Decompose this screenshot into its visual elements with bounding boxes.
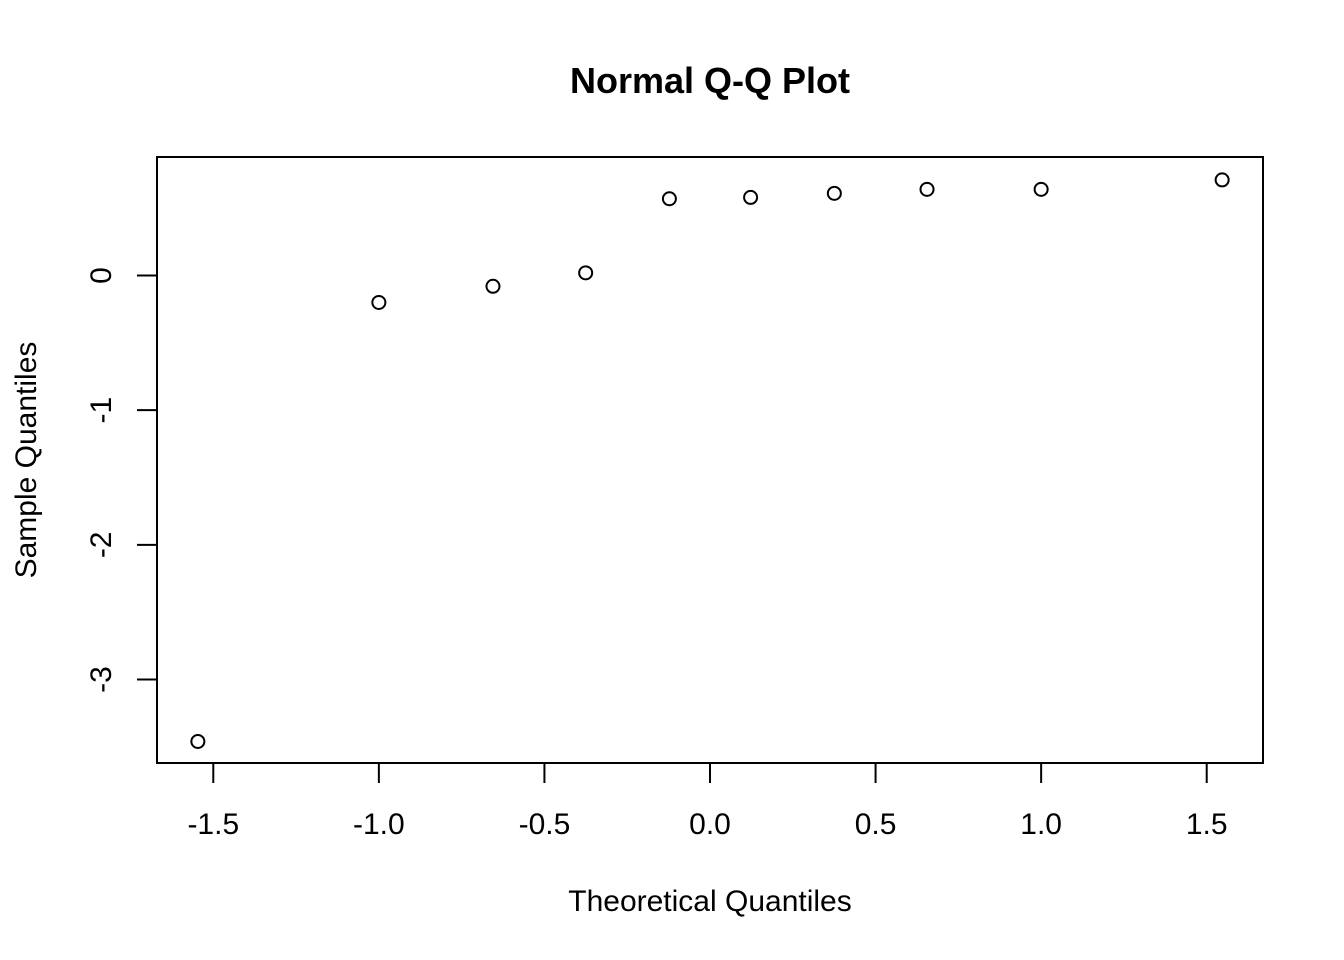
x-tick-label: 1.5: [1186, 808, 1228, 841]
chart-title: Normal Q-Q Plot: [570, 60, 850, 101]
x-axis-label: Theoretical Quantiles: [568, 885, 851, 918]
data-point: [919, 181, 935, 197]
data-point: [578, 265, 594, 281]
x-tick-label: -1.0: [353, 808, 405, 841]
y-tick-label: -2: [85, 531, 118, 558]
x-tick-label: -1.5: [187, 808, 239, 841]
y-tick-label: 0: [85, 267, 118, 284]
data-point: [371, 294, 387, 310]
y-axis-label: Sample Quantiles: [10, 342, 43, 579]
data-point: [485, 278, 501, 294]
y-axis: -3 -2 -1 0: [85, 267, 158, 693]
x-axis: -1.5 -1.0 -0.5 0.0 0.5 1.0 1.5: [187, 762, 1228, 841]
data-point: [743, 189, 759, 205]
data-point: [826, 185, 842, 201]
y-tick-label: -1: [85, 397, 118, 424]
y-tick-label: -3: [85, 666, 118, 693]
x-tick-label: -0.5: [519, 808, 571, 841]
plot-frame: [156, 156, 1264, 764]
x-tick-label: 1.0: [1020, 808, 1062, 841]
data-point: [661, 191, 677, 207]
x-tick-label: 0.0: [689, 808, 731, 841]
data-points: [190, 172, 1230, 749]
data-point: [190, 733, 206, 749]
data-point: [1033, 181, 1049, 197]
x-tick-label: 0.5: [855, 808, 897, 841]
data-point: [1214, 172, 1230, 188]
